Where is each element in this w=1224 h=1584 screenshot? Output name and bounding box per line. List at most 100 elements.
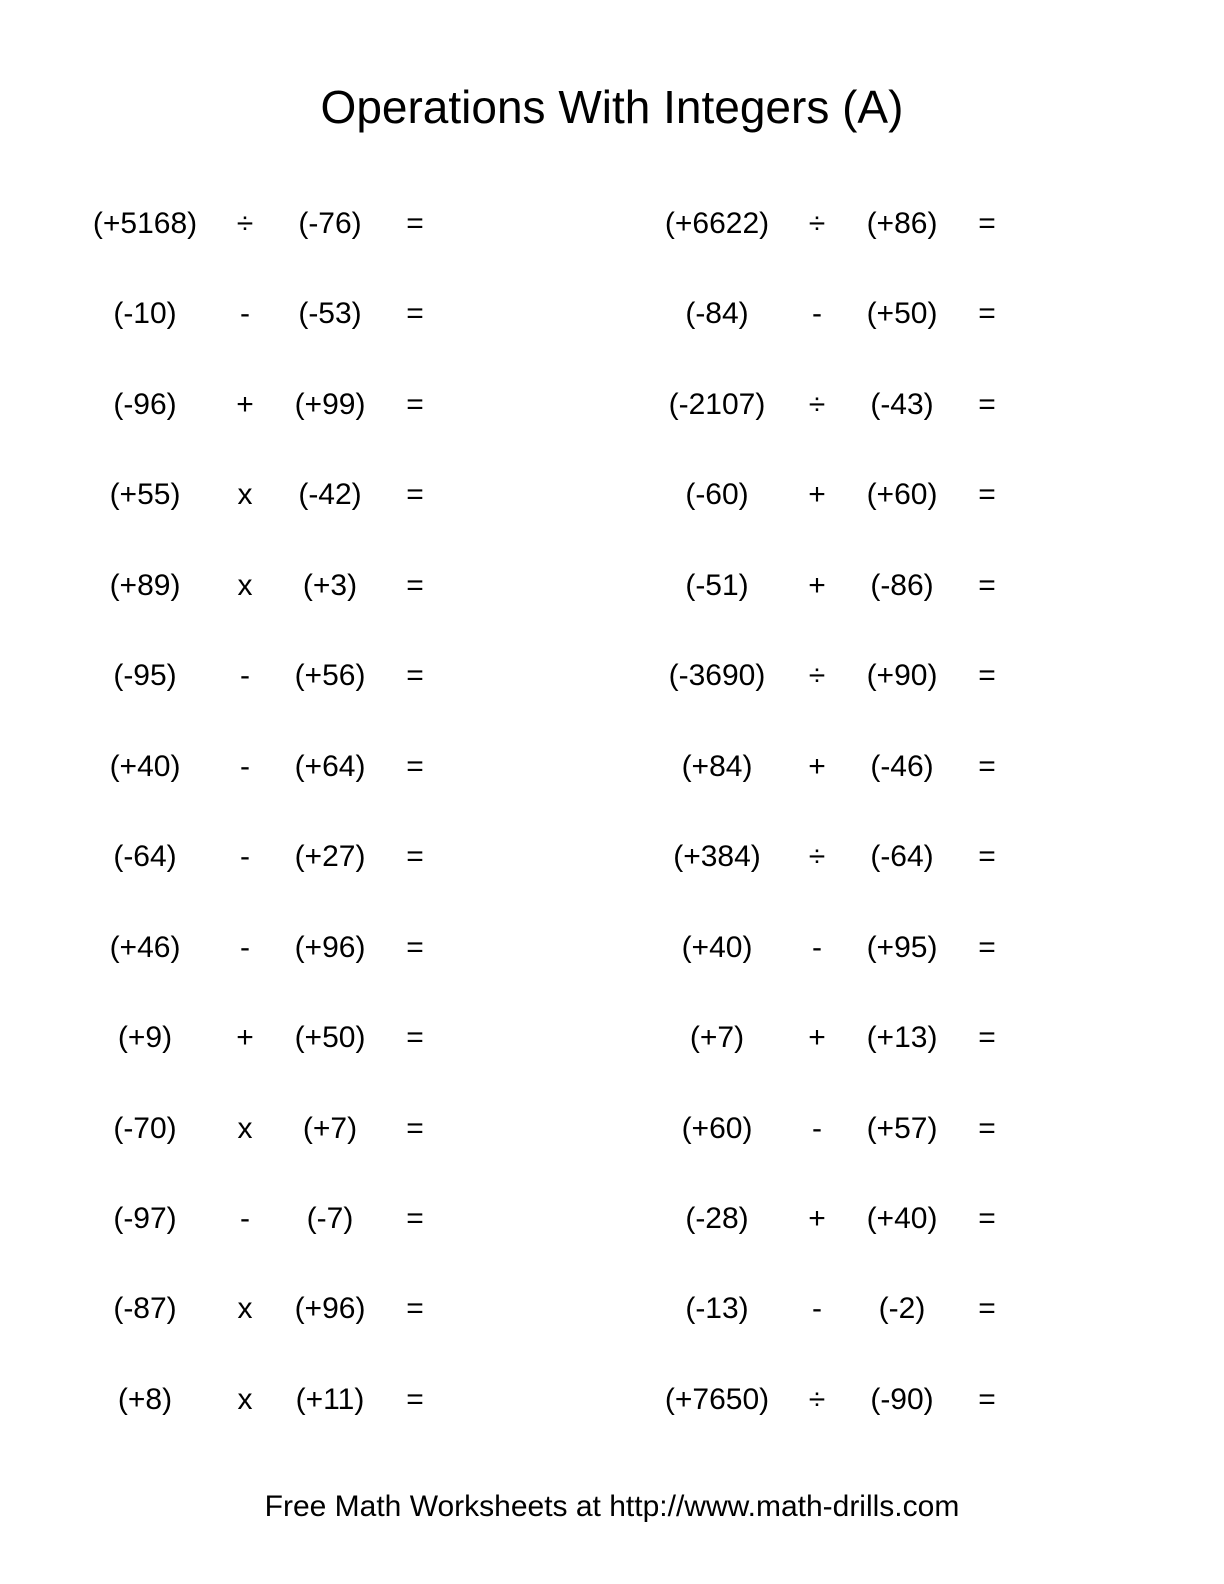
operand-a: (+55)	[70, 478, 220, 512]
problem-row: (-3690)÷(+90)=	[642, 636, 1154, 716]
operand-b: (+96)	[270, 1292, 390, 1326]
operand-b: (+96)	[270, 931, 390, 965]
equals-sign: =	[962, 1202, 1012, 1236]
problem-row: (+384)÷(-64)=	[642, 817, 1154, 897]
page-title: Operations With Integers (A)	[70, 80, 1154, 134]
operand-b: (-86)	[842, 569, 962, 603]
operator: +	[792, 478, 842, 512]
equals-sign: =	[962, 931, 1012, 965]
equals-sign: =	[962, 388, 1012, 422]
operator: -	[220, 840, 270, 874]
operand-b: (-46)	[842, 750, 962, 784]
operand-b: (-90)	[842, 1383, 962, 1417]
equals-sign: =	[390, 1292, 440, 1326]
left-column: (+5168)÷(-76)=(-10)-(-53)=(-96)+(+99)=(+…	[70, 184, 582, 1440]
operand-a: (+9)	[70, 1021, 220, 1055]
operator: +	[220, 1021, 270, 1055]
operator: -	[220, 297, 270, 331]
problem-row: (-84)-(+50)=	[642, 274, 1154, 354]
equals-sign: =	[390, 659, 440, 693]
equals-sign: =	[390, 207, 440, 241]
operand-a: (+7650)	[642, 1383, 792, 1417]
operand-b: (+50)	[270, 1021, 390, 1055]
equals-sign: =	[390, 750, 440, 784]
problem-row: (-87)x(+96)=	[70, 1269, 582, 1349]
problem-row: (+6622)÷(+86)=	[642, 184, 1154, 264]
equals-sign: =	[390, 840, 440, 874]
operand-a: (-87)	[70, 1292, 220, 1326]
problems-container: (+5168)÷(-76)=(-10)-(-53)=(-96)+(+99)=(+…	[70, 184, 1154, 1440]
operand-a: (+6622)	[642, 207, 792, 241]
equals-sign: =	[962, 569, 1012, 603]
operand-b: (+7)	[270, 1112, 390, 1146]
operand-a: (+60)	[642, 1112, 792, 1146]
operand-b: (-64)	[842, 840, 962, 874]
operand-a: (-96)	[70, 388, 220, 422]
problem-row: (-96)+(+99)=	[70, 365, 582, 445]
equals-sign: =	[962, 659, 1012, 693]
operand-b: (+40)	[842, 1202, 962, 1236]
operator: +	[792, 1021, 842, 1055]
operand-a: (+5168)	[70, 207, 220, 241]
operator: ÷	[220, 207, 270, 241]
operand-a: (+384)	[642, 840, 792, 874]
operator: -	[220, 659, 270, 693]
operator: -	[792, 297, 842, 331]
operand-b: (+60)	[842, 478, 962, 512]
operand-b: (+11)	[270, 1383, 390, 1417]
operator: -	[220, 1202, 270, 1236]
equals-sign: =	[962, 750, 1012, 784]
equals-sign: =	[962, 1112, 1012, 1146]
operand-a: (-13)	[642, 1292, 792, 1326]
operand-b: (-42)	[270, 478, 390, 512]
problem-row: (+8)x(+11)=	[70, 1360, 582, 1440]
operator: x	[220, 1292, 270, 1326]
equals-sign: =	[390, 478, 440, 512]
operator: ÷	[792, 840, 842, 874]
operator: ÷	[792, 388, 842, 422]
operator: ÷	[792, 1383, 842, 1417]
problem-row: (-2107)÷(-43)=	[642, 365, 1154, 445]
right-column: (+6622)÷(+86)= (-84)-(+50)= (-2107)÷(-43)=…	[642, 184, 1154, 1440]
operand-b: (+13)	[842, 1021, 962, 1055]
page-footer: Free Math Worksheets at http://www.math-…	[70, 1490, 1154, 1524]
operator: -	[792, 1112, 842, 1146]
problem-row: (-13)-(-2)=	[642, 1269, 1154, 1349]
problem-row: (+46)-(+96)=	[70, 908, 582, 988]
equals-sign: =	[962, 478, 1012, 512]
equals-sign: =	[390, 297, 440, 331]
operand-a: (+84)	[642, 750, 792, 784]
equals-sign: =	[390, 1202, 440, 1236]
equals-sign: =	[390, 1383, 440, 1417]
operand-b: (-76)	[270, 207, 390, 241]
problem-row: (+84)+(-46)=	[642, 727, 1154, 807]
operator: -	[220, 750, 270, 784]
problem-row: (-10)-(-53)=	[70, 274, 582, 354]
operator: x	[220, 1383, 270, 1417]
problem-row: (+60)-(+57)=	[642, 1089, 1154, 1169]
operand-a: (+8)	[70, 1383, 220, 1417]
operand-b: (+3)	[270, 569, 390, 603]
equals-sign: =	[962, 1292, 1012, 1326]
operator: ÷	[792, 207, 842, 241]
operand-a: (-64)	[70, 840, 220, 874]
operand-a: (-51)	[642, 569, 792, 603]
operand-a: (-3690)	[642, 659, 792, 693]
equals-sign: =	[390, 1112, 440, 1146]
problem-row: (-51)+(-86)=	[642, 546, 1154, 626]
operand-b: (+27)	[270, 840, 390, 874]
problem-row: (+5168)÷(-76)=	[70, 184, 582, 264]
operand-a: (-97)	[70, 1202, 220, 1236]
operator: -	[792, 1292, 842, 1326]
operand-b: (+90)	[842, 659, 962, 693]
equals-sign: =	[962, 840, 1012, 874]
problem-row: (+40)-(+64)=	[70, 727, 582, 807]
operand-b: (+64)	[270, 750, 390, 784]
operand-a: (-2107)	[642, 388, 792, 422]
operand-a: (+40)	[70, 750, 220, 784]
operand-a: (-84)	[642, 297, 792, 331]
operand-b: (+57)	[842, 1112, 962, 1146]
operator: -	[792, 931, 842, 965]
equals-sign: =	[962, 207, 1012, 241]
operand-b: (+95)	[842, 931, 962, 965]
